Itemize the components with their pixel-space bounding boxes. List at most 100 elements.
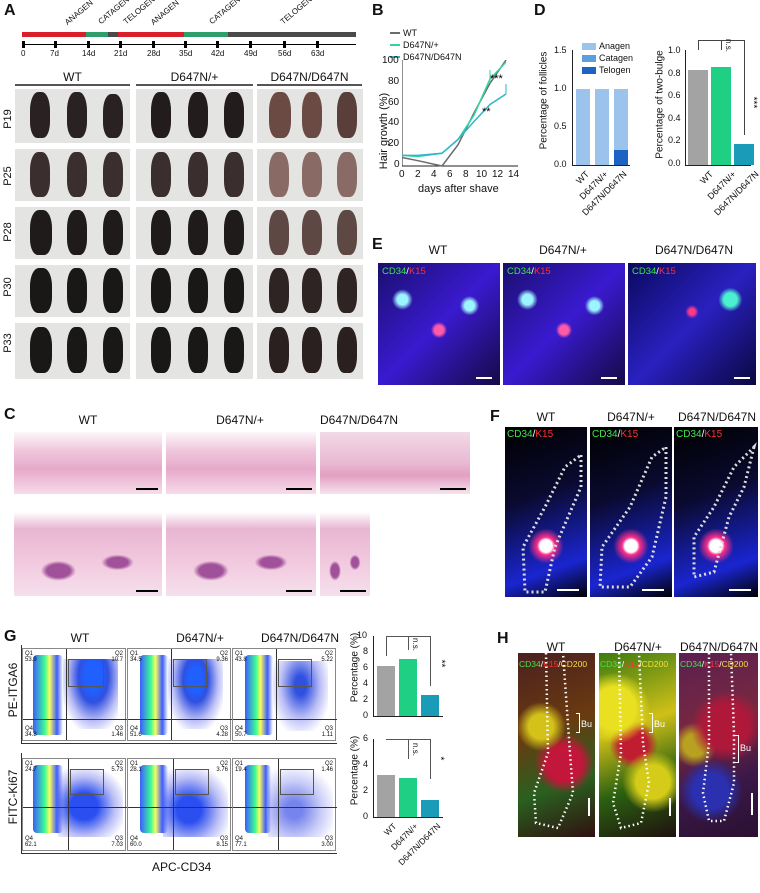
y-tick: 4 [363, 759, 369, 769]
immunofluorescence-wt: CD34/K15 [378, 263, 500, 385]
y-axis-label: Percentage of two-bulge [654, 50, 666, 159]
y-tick: 1.5 [554, 45, 567, 55]
mouse-photo-hom-p33 [257, 323, 363, 379]
group-title-wt: WT [546, 640, 566, 654]
phase-bar-catagen [184, 32, 228, 37]
y-tick: 0.5 [554, 121, 567, 131]
timeline-tick: 49d [244, 49, 258, 58]
legend-hom: D647N/D647N [403, 52, 462, 62]
scale-bar [601, 377, 617, 379]
mouse-photo-het-p25 [136, 149, 253, 201]
panel-label-e: E [372, 236, 383, 253]
line-plot-area: *** ** [402, 60, 518, 167]
y-tick: 60 [388, 97, 400, 108]
mouse-photo-hom-p30 [257, 265, 363, 317]
y-axis-label: PE-ITGA6 [6, 662, 20, 718]
bulge-label: Bu [581, 719, 593, 729]
bar-hom-telogen [614, 150, 628, 165]
panel-label-d: D [534, 2, 546, 19]
legend-wt: WT [403, 28, 417, 38]
immunofluorescence-h-het: CD34/K15/CD200 Bu [599, 653, 676, 837]
timeline-tick: 21d [114, 49, 128, 58]
x-tick: 4 [431, 169, 437, 180]
y-axis-label: Percentage of follicles [538, 51, 550, 150]
panel-label-h: H [497, 630, 509, 647]
mouse-photo-het-p30 [136, 265, 253, 317]
significance-marker: ** [435, 659, 447, 668]
mouse-photo-wt-p33 [15, 323, 130, 379]
flow-plot-het-itga6: Q1 34.5 Q2 9.36 Q3 4.28 Q4 51.6 [127, 648, 232, 741]
x-tick: 0 [399, 169, 405, 180]
y-tick: 1.0 [668, 45, 681, 55]
significance-marker: *** [747, 96, 759, 109]
x-tick: 6 [447, 169, 453, 180]
group-title-wt: WT [63, 70, 82, 84]
group-title-wt: WT [70, 631, 90, 645]
panel-label-f: F [490, 408, 500, 425]
timeline-tick: 42d [211, 49, 225, 58]
x-tick: 10 [476, 169, 488, 180]
y-tick: 40 [388, 117, 400, 128]
mouse-photo-het-p28 [136, 207, 253, 259]
panel-label-g: G [4, 628, 17, 645]
mouse-photo-hom-p25 [257, 149, 363, 201]
mouse-photo-wt-p30 [15, 265, 130, 317]
x-tick: WT [698, 169, 716, 186]
timeline-tick: 14d [82, 49, 96, 58]
he-stain-hom-high [320, 512, 370, 596]
bar-wt-anagen [576, 89, 590, 165]
y-tick: 8 [363, 646, 369, 656]
y-tick: 0.0 [554, 159, 567, 169]
legend-anagen: Anagen [599, 41, 631, 51]
timeline-tick: 63d [311, 49, 325, 58]
flow-plot-het-ki67: Q1 28.1 Q2 3.76 Q3 8.15 Q4 60.0 [127, 758, 232, 851]
y-tick: 0.2 [668, 135, 681, 145]
y-tick: 0 [363, 811, 369, 821]
timeline-tick: 56d [278, 49, 292, 58]
group-title-hom: D647N/D647N [677, 410, 757, 424]
bar-het [711, 67, 731, 165]
phase-bar-telogen [228, 32, 356, 37]
mouse-photo-het-p19 [136, 89, 253, 143]
y-tick: 0.0 [668, 158, 681, 168]
y-tick: 6 [363, 733, 369, 743]
immunofluorescence-hom: CD34/K15 [628, 263, 756, 385]
flow-plot-wt-itga6: Q1 53.9 Q2 10.7 Q3 1.46 Q4 34.8 [22, 648, 127, 741]
mouse-photo-het-p33 [136, 323, 253, 379]
row-label-p30: P30 [1, 277, 14, 297]
group-title-hom: D647N/D647N [320, 413, 399, 427]
bulge-bracket [649, 713, 653, 733]
he-stain-het-low [166, 432, 316, 494]
bar-het [399, 659, 417, 716]
immunofluorescence-h-wt: CD34/K15/CD200 Bu [518, 653, 595, 837]
timeline-tick: 28d [147, 49, 161, 58]
y-axis-label: Percentage (%) [349, 735, 361, 806]
y-axis-label: FITC-Ki67 [6, 769, 20, 825]
immunofluorescence-h-hom: CD34/K15/CD200 Bu [679, 653, 758, 837]
group-title-hom: D647N/D647N [260, 631, 340, 645]
significance-ns: n.s. [410, 638, 420, 651]
bulge-bracket [735, 735, 739, 763]
scale-bar [734, 377, 750, 379]
row-label-p28: P28 [1, 222, 14, 242]
phase-label: CATAGEN [207, 0, 242, 26]
scale-bar [642, 589, 664, 591]
ki67-percentage-chart: Percentage (%) 6 4 2 0 n.s. * WT D647N/+… [345, 733, 455, 880]
legend-telogen: Telogen [599, 65, 631, 75]
x-tick: 8 [463, 169, 469, 180]
immunofluorescence-het: CD34/K15 [503, 263, 625, 385]
group-title-het: D647N/+ [176, 631, 224, 645]
group-title-het: D647N/+ [539, 243, 587, 257]
legend-het: D647N/+ [403, 40, 439, 50]
scale-bar [669, 798, 671, 816]
y-tick: 0.8 [668, 68, 681, 78]
scale-bar [751, 793, 753, 815]
y-tick: 0 [394, 159, 400, 170]
immunofluorescence-f-hom: CD34/K15 [674, 427, 758, 597]
phase-bar-catagen [86, 32, 108, 37]
panel-label-c: C [4, 406, 16, 423]
bar-hom-anagen [614, 89, 628, 150]
y-tick: 2 [363, 785, 369, 795]
y-tick: 100 [382, 55, 399, 66]
group-title-het: D647N/+ [607, 410, 655, 424]
